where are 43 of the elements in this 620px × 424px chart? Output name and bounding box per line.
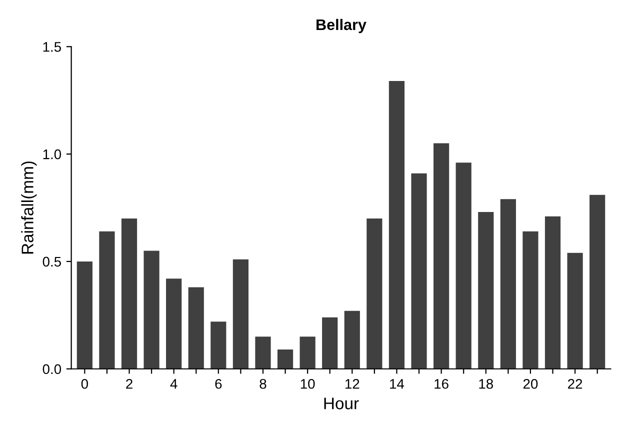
bar — [76, 261, 92, 369]
bar — [434, 143, 450, 369]
bar — [456, 162, 472, 369]
x-tick-label: 16 — [434, 378, 448, 389]
bar — [277, 350, 294, 369]
x-tick-label: 14 — [390, 379, 404, 389]
bar — [300, 336, 316, 369]
bar — [478, 212, 494, 369]
y-tick-label: 0.5 — [42, 256, 61, 267]
bar — [255, 336, 271, 369]
bar — [166, 278, 182, 369]
bar — [500, 199, 516, 369]
chart-title: Bellary — [316, 18, 366, 34]
x-tick-label: 2 — [126, 378, 132, 389]
x-tick-label: 18 — [479, 378, 493, 389]
bar — [366, 218, 382, 369]
bar — [522, 231, 538, 369]
bar — [544, 216, 561, 369]
x-tick-label: 12 — [345, 378, 360, 389]
x-tick-label: 6 — [215, 378, 222, 389]
bar — [210, 322, 226, 369]
bar — [232, 259, 248, 369]
bar — [99, 231, 115, 369]
bar — [144, 250, 160, 369]
y-tick-label: 0.0 — [42, 364, 62, 374]
bar — [590, 194, 606, 369]
x-tick-label: 4 — [170, 379, 178, 389]
x-tick-label: 10 — [300, 378, 315, 389]
x-tick-label: 20 — [523, 378, 538, 389]
x-tick-label: 22 — [568, 378, 582, 389]
x-tick-label: 0 — [81, 378, 88, 389]
x-tick-label: 8 — [260, 378, 266, 389]
bar — [121, 218, 138, 369]
bar — [388, 81, 405, 369]
x-axis-title: Hour — [324, 398, 359, 410]
y-tick-label: 1.0 — [43, 149, 62, 160]
bar — [411, 173, 427, 369]
bar — [344, 310, 360, 369]
bar — [567, 252, 583, 369]
y-tick-label: 1.5 — [43, 42, 61, 52]
bar — [322, 317, 338, 369]
y-axis-title: Rainfall(mm) — [21, 162, 37, 254]
bar — [188, 287, 204, 369]
